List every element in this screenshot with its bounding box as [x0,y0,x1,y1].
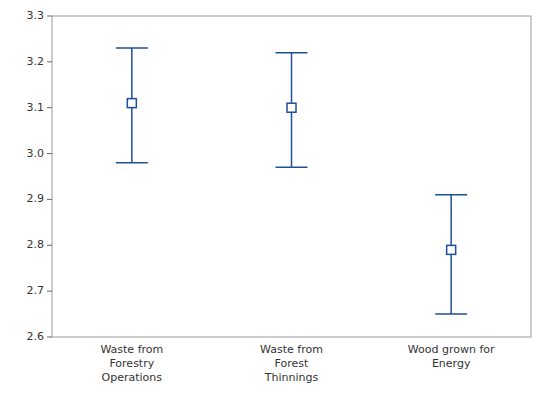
error-cap-lower [116,162,148,164]
y-tick [47,199,52,200]
chart-container: 2.62.72.82.93.03.13.23.3Waste fromForest… [0,0,547,409]
chart-svg: 2.62.72.82.93.03.13.23.3Waste fromForest… [0,0,547,409]
x-tick-label-line: Wood grown for [408,343,495,356]
x-tick-label: Waste fromForestryOperations [100,343,163,384]
y-tick-label: 2.7 [27,284,45,297]
marks [116,48,467,314]
y-tick [47,337,52,338]
y-tick [47,291,52,292]
y-tick-label: 3.0 [27,147,45,160]
x-tick-label-line: Forestry [109,357,154,370]
y-tick [47,16,52,17]
x-tick-label-line: Waste from [100,343,163,356]
y-tick-label: 3.2 [27,55,45,68]
y-tick-label: 2.8 [27,238,45,251]
plot-frame [52,16,531,337]
y-axis: 2.6 2.7 2.8 2.9 3.0 3.1 3.2 3.3 [27,9,53,343]
y-tick [47,107,52,108]
y-tick-label: 3.1 [27,101,45,114]
y-tick-label: 3.3 [27,9,45,22]
x-tick-label-line: Forest [275,357,309,370]
y-tick [47,61,52,62]
mean-marker [127,99,136,108]
y-tick-label: 2.6 [27,330,45,343]
error-cap-lower [276,167,308,169]
error-cap-lower [435,313,467,315]
x-tick-label-line: Waste from [260,343,323,356]
error-cap-upper [116,47,148,49]
mean-marker [287,103,296,112]
x-tick-label-line: Energy [432,357,471,370]
y-tick-label: 2.9 [27,192,45,205]
error-cap-upper [435,194,467,196]
x-axis: Waste fromForestryOperationsWaste fromFo… [100,343,495,384]
x-tick-label: Wood grown forEnergy [408,343,495,370]
x-tick-label-line: Operations [102,371,163,384]
error-cap-upper [276,52,308,54]
x-tick-label-line: Thinnings [264,371,319,384]
mean-marker [447,245,456,254]
x-tick-label: Waste fromForestThinnings [260,343,323,384]
y-tick [47,153,52,154]
y-tick [47,245,52,246]
page: {"chart_data": {"type": "errorbar", "cat… [0,0,547,409]
